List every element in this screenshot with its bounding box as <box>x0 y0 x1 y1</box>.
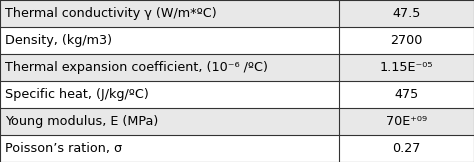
Text: Thermal expansion coefficient, (10⁻⁶ /ºC): Thermal expansion coefficient, (10⁻⁶ /ºC… <box>5 61 268 74</box>
Bar <box>0 108 339 135</box>
Text: Specific heat, (J/kg/ºC): Specific heat, (J/kg/ºC) <box>5 88 148 101</box>
Bar <box>339 0 474 27</box>
Text: 70E⁺⁰⁹: 70E⁺⁰⁹ <box>386 115 427 128</box>
Bar <box>339 27 474 54</box>
Bar <box>339 54 474 81</box>
Text: 475: 475 <box>394 88 419 101</box>
Bar <box>0 81 339 108</box>
Bar <box>339 135 474 162</box>
Text: Young modulus, E (MPa): Young modulus, E (MPa) <box>5 115 158 128</box>
Text: 47.5: 47.5 <box>392 7 420 20</box>
Text: 1.15E⁻⁰⁵: 1.15E⁻⁰⁵ <box>380 61 433 74</box>
Bar <box>0 0 339 27</box>
Bar <box>0 135 339 162</box>
Bar <box>339 108 474 135</box>
Bar <box>0 27 339 54</box>
Bar <box>339 81 474 108</box>
Text: Thermal conductivity γ (W/m*ºC): Thermal conductivity γ (W/m*ºC) <box>5 7 216 20</box>
Text: Density, (kg/m3): Density, (kg/m3) <box>5 34 112 47</box>
Bar <box>0 54 339 81</box>
Text: 2700: 2700 <box>390 34 423 47</box>
Text: Poisson’s ration, σ: Poisson’s ration, σ <box>5 142 122 155</box>
Text: 0.27: 0.27 <box>392 142 420 155</box>
